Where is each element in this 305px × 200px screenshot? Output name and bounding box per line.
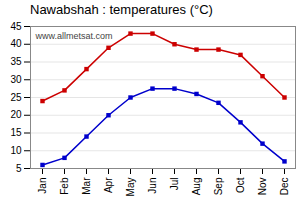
svg-text:May: May — [125, 178, 136, 197]
svg-text:Jul: Jul — [169, 178, 180, 191]
svg-text:20: 20 — [10, 109, 22, 120]
svg-text:Jan: Jan — [37, 178, 48, 194]
svg-text:30: 30 — [10, 74, 22, 85]
svg-text:Dec: Dec — [279, 178, 290, 196]
svg-text:Mar: Mar — [81, 177, 92, 195]
svg-text:5: 5 — [16, 163, 22, 174]
html-text:Nawabshah : temperatures (°C): Nawabshah : temperatures (°C) — [30, 2, 213, 17]
svg-text:15: 15 — [10, 127, 22, 138]
svg-text:25: 25 — [10, 92, 22, 103]
svg-text:Sep: Sep — [213, 177, 224, 195]
svg-text:35: 35 — [10, 56, 22, 67]
svg-text:Jun: Jun — [147, 178, 158, 194]
svg-text:Apr: Apr — [103, 177, 114, 193]
svg-text:Oct: Oct — [235, 177, 246, 193]
svg-text:40: 40 — [10, 38, 22, 49]
svg-text:10: 10 — [10, 145, 22, 156]
svg-text:www.allmetsat.com: www.allmetsat.com — [35, 31, 113, 41]
svg-text:Nov: Nov — [257, 178, 268, 196]
svg-text:Aug: Aug — [191, 178, 202, 196]
svg-text:45: 45 — [10, 21, 22, 32]
svg-text:Feb: Feb — [59, 177, 70, 195]
